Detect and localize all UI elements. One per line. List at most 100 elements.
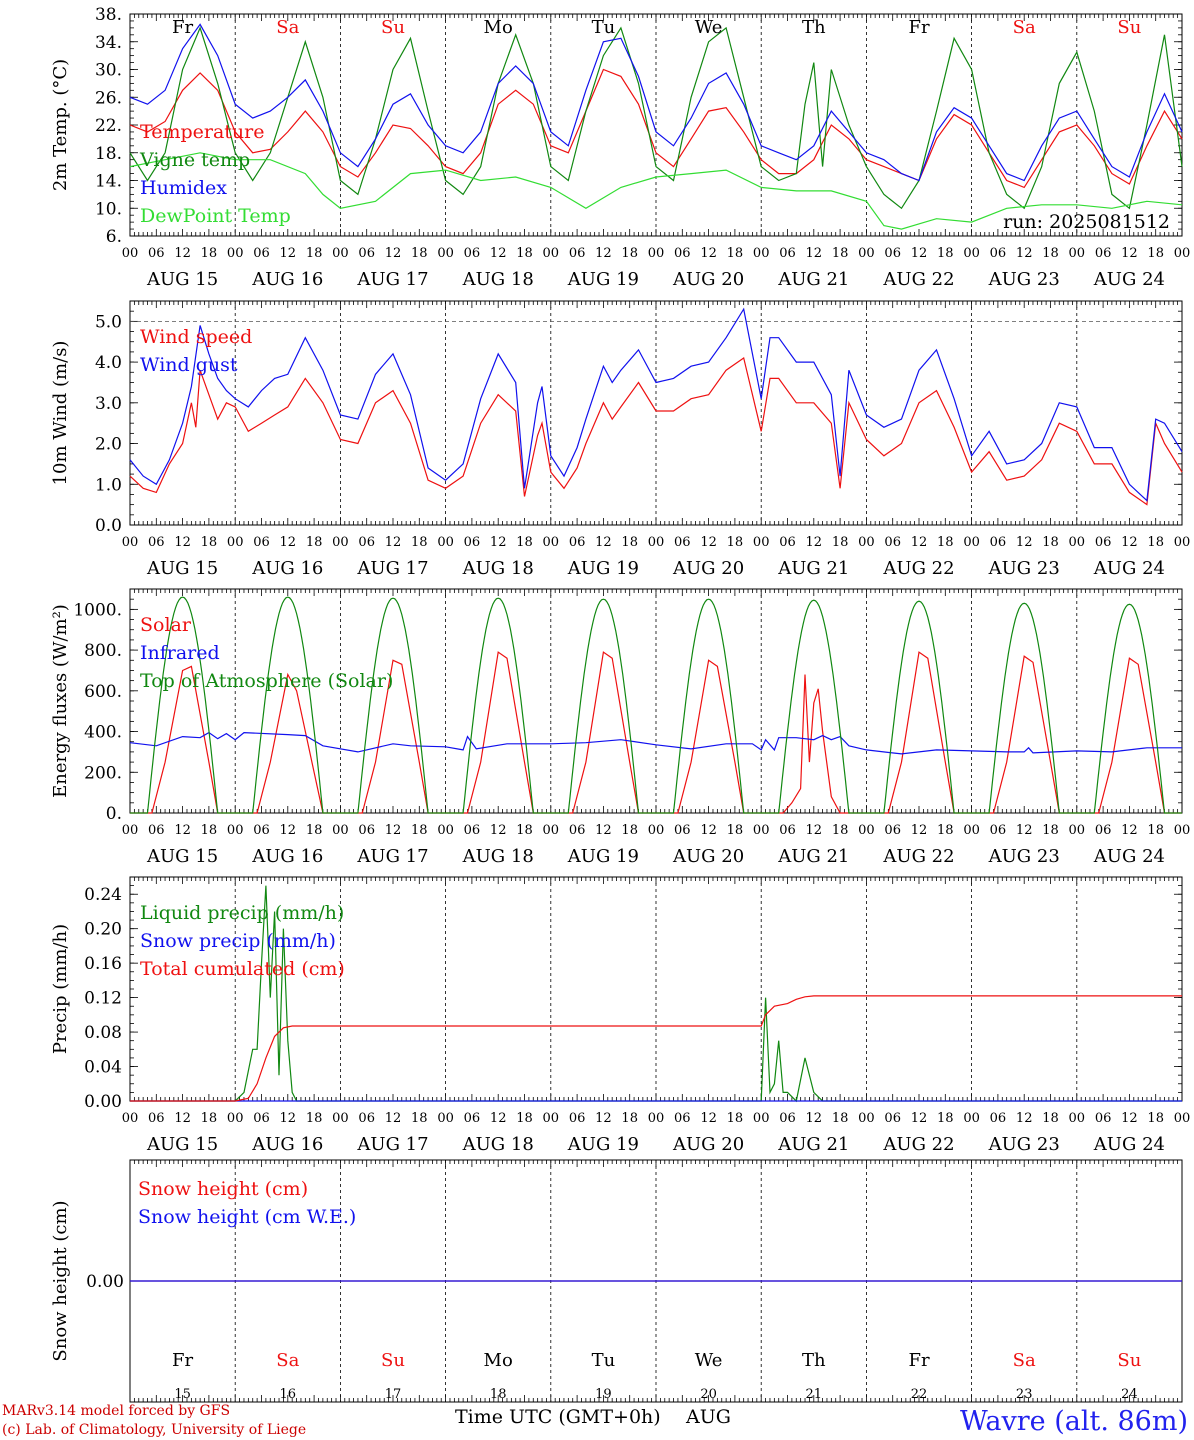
hour-label: 00: [227, 535, 244, 550]
hour-label: 18: [1042, 246, 1059, 261]
date-label: AUG 18: [462, 558, 534, 579]
hour-label: 12: [174, 1111, 191, 1126]
legend-entry: Snow height (cm): [138, 1178, 308, 1200]
hour-label: 12: [280, 246, 297, 261]
y-tick-label: 0.12: [84, 989, 122, 1009]
legend-entry: Infrared: [140, 642, 220, 664]
hour-label: 00: [332, 823, 349, 838]
hour-label: 18: [411, 246, 428, 261]
plot-frame: [129, 300, 1183, 526]
y-tick-label: 22.: [95, 116, 122, 136]
y-axis-label: Snow height (cm): [50, 1200, 71, 1361]
hour-label: 12: [806, 246, 823, 261]
legend-entry: Humidex: [140, 177, 227, 199]
hour-label: 18: [727, 823, 744, 838]
hour-label: 18: [621, 1111, 638, 1126]
series-top-of-atmosphere-solar-: [130, 596, 1182, 814]
y-tick-label: 34.: [95, 33, 122, 53]
series-wind-speed: [129, 357, 1183, 506]
hour-label: 06: [674, 246, 691, 261]
hour-label: 18: [411, 535, 428, 550]
hour-label: 12: [174, 246, 191, 261]
hour-label: 06: [990, 1111, 1007, 1126]
hour-label: 18: [937, 246, 954, 261]
y-tick-label: 38.: [95, 5, 122, 25]
hour-label: 06: [884, 1111, 901, 1126]
model-credit: MARv3.14 model forced by GFS: [2, 1403, 230, 1419]
hour-label: 12: [1016, 535, 1033, 550]
hour-label: 18: [516, 535, 533, 550]
copyright: (c) Lab. of Climatology, University of L…: [2, 1422, 306, 1438]
hour-label: 12: [385, 823, 402, 838]
hour-label: 12: [280, 1111, 297, 1126]
hour-label: 00: [437, 823, 454, 838]
date-label: AUG 21: [777, 846, 849, 867]
hour-label: 00: [1069, 246, 1086, 261]
hour-label: 12: [595, 535, 612, 550]
legend-entry: Wind gust: [140, 354, 238, 376]
hour-label: 06: [884, 246, 901, 261]
legend-entry: Snow precip (mm/h): [140, 930, 336, 952]
y-axis-label: 2m Temp. (°C): [50, 59, 71, 191]
y-tick-label: 0.08: [84, 1023, 122, 1043]
hour-label: 18: [1147, 1111, 1164, 1126]
hour-label: 06: [253, 823, 270, 838]
station-label: Wavre (alt. 86m): [960, 1406, 1188, 1437]
hour-label: 00: [753, 823, 770, 838]
date-label: AUG 22: [882, 558, 954, 579]
hour-label: 00: [227, 823, 244, 838]
hour-label: 18: [1147, 823, 1164, 838]
day-name: Fr: [172, 1350, 193, 1371]
hour-label: 18: [516, 1111, 533, 1126]
y-axis-label: 10m Wind (m/s): [50, 341, 71, 486]
hour-label: 00: [753, 246, 770, 261]
y-tick-label: 0.00: [86, 1272, 124, 1292]
day-name: Tu: [592, 17, 616, 38]
date-label: AUG 24: [1093, 269, 1165, 290]
hour-label: 00: [122, 246, 139, 261]
y-tick-label: 0.: [106, 804, 122, 824]
date-label: AUG 15: [146, 1134, 218, 1155]
hour-label: 12: [911, 823, 928, 838]
legend-entry: Total cumulated (cm): [140, 958, 345, 980]
hour-label: 00: [648, 535, 665, 550]
hour-label: 00: [122, 823, 139, 838]
date-label: AUG 24: [1093, 558, 1165, 579]
y-tick-label: 3.0: [95, 394, 122, 414]
hour-label: 12: [385, 246, 402, 261]
series-wind-gust: [129, 307, 1183, 502]
hour-label: 06: [779, 823, 796, 838]
date-label: AUG 21: [777, 558, 849, 579]
hour-label: 06: [358, 823, 375, 838]
hour-label: 06: [464, 246, 481, 261]
hour-label: 00: [963, 246, 980, 261]
panel-wind: 0.0 1.0 2.0 3.0 4.0 5.0 10m Wind (m/s) Wind spe…: [50, 300, 1190, 579]
y-tick-label: 600.: [84, 682, 122, 702]
date-label: AUG 23: [988, 1134, 1060, 1155]
date-label: AUG 19: [567, 1134, 639, 1155]
day-name: Su: [1117, 17, 1141, 38]
y-tick-label: 2.0: [95, 435, 122, 455]
hour-label: 12: [280, 823, 297, 838]
hour-label: 12: [490, 246, 507, 261]
day-name: We: [695, 17, 723, 38]
hour-label: 06: [674, 823, 691, 838]
hour-label: 06: [884, 535, 901, 550]
legend-entry: Wind speed: [140, 326, 252, 348]
month-label: AUG: [685, 1406, 731, 1428]
hour-label: 12: [1016, 1111, 1033, 1126]
hour-label: 00: [543, 535, 560, 550]
day-number: 17: [385, 1387, 402, 1402]
y-tick-label: 30.: [95, 61, 122, 81]
panel-flux: 0. 200. 400. 600. 800. 1000.Energy fluxes (W/…: [50, 588, 1190, 867]
hour-label: 06: [148, 535, 165, 550]
date-label: AUG 18: [462, 846, 534, 867]
day-name: Th: [802, 1350, 826, 1371]
day-number: 22: [911, 1387, 928, 1402]
date-label: AUG 21: [777, 269, 849, 290]
day-number: 16: [280, 1387, 297, 1402]
hour-label: 12: [911, 535, 928, 550]
date-label: AUG 18: [462, 269, 534, 290]
run-label: run: 2025081512: [1003, 211, 1170, 233]
date-label: AUG 20: [672, 1134, 744, 1155]
